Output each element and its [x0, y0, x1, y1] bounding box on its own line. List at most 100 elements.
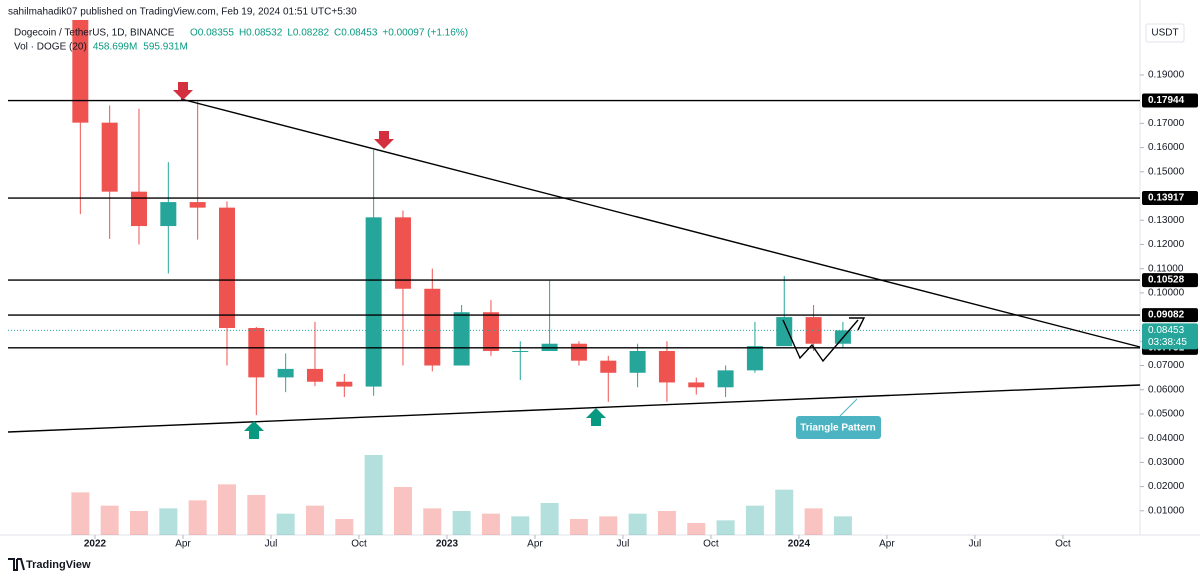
y-tick-label: 0.19000	[1148, 70, 1185, 81]
volume-bar	[71, 492, 90, 535]
candle-body	[688, 382, 705, 388]
volume-legend: 458.699M	[93, 42, 137, 53]
down-arrow	[374, 131, 394, 149]
y-tick-label: 0.06000	[1148, 384, 1185, 395]
level-label: 0.17944	[1148, 95, 1185, 106]
volume-bar	[775, 489, 794, 535]
ohlc-value: +0.00097 (+1.16%)	[382, 28, 468, 39]
x-tick-label: Apr	[527, 539, 543, 550]
legend: O0.08355 H0.08532 L0.08282 C0.08453 +0.00097…	[14, 28, 468, 53]
volume-bar	[511, 516, 530, 535]
y-tick-label: 0.07000	[1148, 360, 1185, 371]
y-tick-label: 0.16000	[1148, 142, 1185, 153]
candle-body	[130, 191, 147, 227]
candle-body	[248, 327, 265, 378]
x-tick-label: Oct	[703, 539, 719, 550]
y-tick-label: 0.11000	[1148, 263, 1184, 274]
levels: 0.179440.139170.105280.090820.077310.084…	[8, 93, 1198, 355]
candle-body	[336, 381, 353, 387]
ohlc-value: C0.08453	[334, 28, 378, 39]
candle-body	[717, 370, 734, 388]
down-arrow	[173, 82, 193, 100]
level-label: 0.13917	[1148, 193, 1185, 204]
y-tick-label: 0.02000	[1148, 481, 1185, 492]
level-label-box	[1142, 308, 1198, 323]
volume-legend: 595.931M	[143, 42, 187, 53]
candle-body	[629, 350, 646, 373]
ohlc-value: O0.08355	[190, 28, 234, 39]
x-tick-label: 2022	[84, 539, 107, 550]
volume-bar	[217, 484, 236, 535]
candle-body	[746, 346, 763, 371]
up-arrow	[586, 408, 606, 426]
y-tick-label: 0.17000	[1148, 118, 1185, 129]
w-pattern	[782, 319, 859, 363]
volume-bar	[129, 511, 148, 535]
y-tick-label: 0.01000	[1148, 505, 1185, 516]
brand-logo	[8, 558, 25, 571]
volume-bar	[628, 513, 647, 535]
y-tick-label: 0.15000	[1148, 166, 1185, 177]
level-label: 0.09082	[1148, 310, 1185, 321]
y-tick-label: 0.13000	[1148, 215, 1185, 226]
volume-bar	[276, 513, 295, 535]
candle-body	[482, 312, 499, 351]
y-tick-label: 0.05000	[1148, 409, 1185, 420]
candle-body	[394, 217, 411, 289]
level-label-box	[1142, 273, 1198, 288]
volume-bar	[159, 508, 178, 535]
level-label-box	[1142, 93, 1198, 108]
x-tick-label: Apr	[879, 539, 895, 550]
volume-bar	[452, 511, 471, 535]
candle-body	[658, 350, 675, 383]
candle-body	[600, 360, 617, 373]
y-tick-label: 0.03000	[1148, 457, 1185, 468]
candle-body	[453, 312, 470, 366]
candle-body	[805, 317, 822, 344]
grid: 0.01000 0.02000 0.03000 0.04000 0.05000 0.060…	[84, 70, 1185, 550]
callout-line	[839, 398, 858, 417]
x-tick-label: Oct	[1055, 539, 1071, 550]
volume-bar	[335, 519, 354, 535]
candle-body	[72, 20, 89, 123]
x-tick-label: Jul	[265, 539, 278, 550]
candle-body	[101, 122, 118, 192]
ascending-trendline	[7, 384, 1141, 433]
volume-bar	[481, 513, 500, 535]
level-label: 0.10528	[1148, 275, 1185, 286]
candle-body	[776, 317, 793, 347]
volume-bar	[100, 505, 119, 535]
currency-box	[1145, 23, 1185, 43]
current-price: 0.08453	[1148, 325, 1185, 336]
x-tick-label: Jul	[969, 539, 982, 550]
volume	[71, 455, 852, 535]
annotation-box	[796, 416, 881, 439]
volume-bar	[393, 487, 412, 535]
y-tick-label: 0.04000	[1148, 433, 1185, 444]
volume-bar	[188, 500, 207, 535]
volume-bar	[247, 495, 266, 535]
volume-bar	[804, 508, 823, 535]
ohlc-value: H0.08532	[239, 28, 283, 39]
x-tick-label: 2023	[436, 539, 459, 550]
volume-bar	[716, 520, 735, 535]
y-tick-label: 0.10000	[1148, 288, 1185, 299]
annotation: Triangle Pattern	[800, 423, 876, 434]
candle-body	[570, 343, 587, 361]
candle-body	[218, 207, 235, 328]
x-tick-label: 2024	[788, 539, 811, 550]
volume-bar	[657, 511, 676, 535]
volume-bar	[599, 516, 618, 535]
volume-bar	[540, 503, 559, 535]
level-label-box	[1142, 191, 1198, 206]
volume-legend: Vol · DOGE (20)	[14, 42, 87, 53]
volume-bar	[423, 508, 442, 535]
volume-bar	[833, 516, 852, 535]
x-tick-label: Jul	[617, 539, 630, 550]
candle-body	[512, 350, 529, 352]
brand: TradingView	[26, 559, 91, 571]
currency: USDT	[1151, 28, 1178, 39]
ohlc-value: L0.08282	[287, 28, 329, 39]
